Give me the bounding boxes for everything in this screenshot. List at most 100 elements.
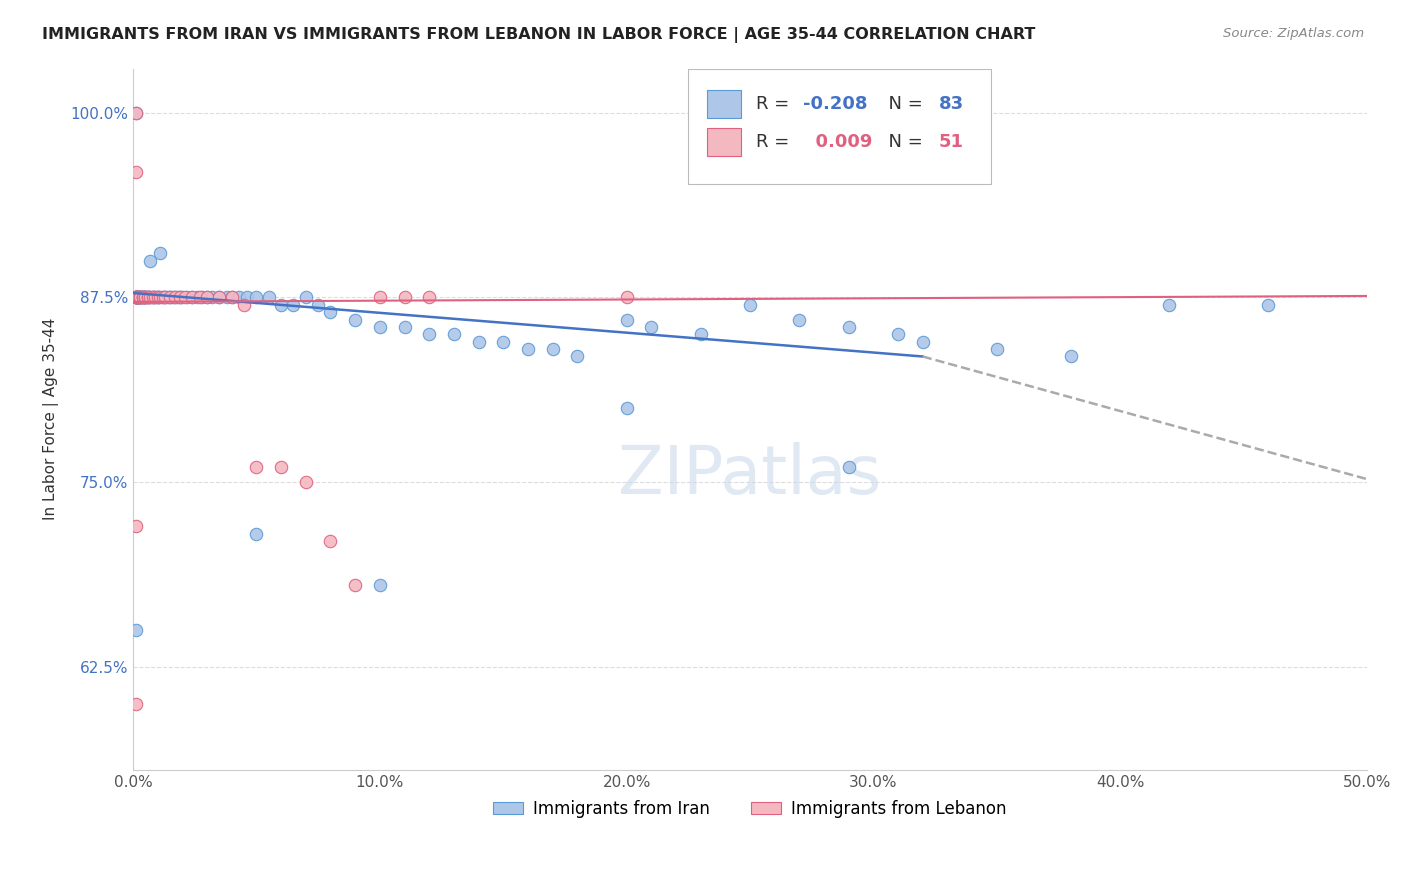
Point [134,290,156,304]
Point [136,290,159,304]
Point [163,290,186,304]
Point [307,298,329,312]
Point [132,290,155,304]
Point [689,327,711,342]
Point [616,290,638,304]
Point [124,290,146,304]
Point [368,290,391,304]
Point [127,290,149,304]
Point [124,290,146,304]
Point [124,623,146,637]
Point [139,253,162,268]
Point [215,290,238,304]
FancyBboxPatch shape [707,128,741,156]
Point [132,290,155,304]
Text: 51: 51 [939,133,963,151]
Point [1159,298,1181,312]
Text: 83: 83 [939,95,965,112]
Point [186,290,208,304]
Point [233,298,256,312]
Text: N =: N = [877,95,928,112]
Point [127,290,149,304]
Point [142,290,165,304]
Point [124,290,146,304]
Point [139,290,162,304]
Point [986,342,1008,356]
Point [127,290,149,304]
Point [159,290,181,304]
Point [344,578,367,592]
Point [127,290,149,304]
Text: IMMIGRANTS FROM IRAN VS IMMIGRANTS FROM LEBANON IN LABOR FORCE | AGE 35-44 CORRE: IMMIGRANTS FROM IRAN VS IMMIGRANTS FROM … [42,27,1036,43]
Point [394,320,416,334]
Point [146,290,169,304]
Point [911,334,934,349]
Point [567,350,589,364]
Point [129,290,152,304]
Point [368,578,391,592]
Point [132,290,155,304]
Point [127,290,149,304]
Point [191,290,214,304]
Point [134,290,156,304]
Point [195,290,218,304]
Text: N =: N = [877,133,928,151]
Point [134,290,156,304]
Point [787,312,810,326]
Point [176,290,198,304]
Point [245,290,267,304]
Point [132,290,155,304]
Point [208,290,231,304]
Point [159,290,181,304]
Point [129,290,152,304]
Point [132,290,155,304]
Point [139,290,162,304]
Point [149,290,172,304]
Point [257,290,280,304]
Text: R =: R = [756,133,796,151]
Point [156,290,179,304]
Point [152,290,174,304]
Point [134,290,156,304]
Point [169,290,191,304]
Point [124,290,146,304]
Point [127,290,149,304]
Point [143,290,166,304]
Point [368,320,391,334]
Point [124,290,146,304]
Point [142,290,165,304]
Point [166,290,188,304]
Point [181,290,204,304]
Point [319,305,342,319]
Point [616,312,638,326]
Point [153,290,176,304]
Point [129,290,152,304]
Point [270,460,292,475]
Point [163,290,186,304]
Point [181,290,204,304]
Text: -0.208: -0.208 [803,95,868,112]
Point [136,290,159,304]
Point [838,460,860,475]
Legend: Immigrants from Iran, Immigrants from Lebanon: Immigrants from Iran, Immigrants from Le… [486,794,1014,825]
Y-axis label: In Labor Force | Age 35-44: In Labor Force | Age 35-44 [44,318,59,520]
Point [838,320,860,334]
Point [127,290,149,304]
Point [245,460,267,475]
Point [129,290,152,304]
Point [146,290,169,304]
Point [143,290,166,304]
Point [162,290,184,304]
Point [887,327,910,342]
Point [235,290,257,304]
FancyBboxPatch shape [689,69,991,185]
Point [124,290,146,304]
Point [124,290,146,304]
Point [394,290,416,304]
Point [319,534,342,549]
Point [124,290,146,304]
Point [124,697,146,711]
Point [467,334,489,349]
Point [270,298,292,312]
Point [132,290,155,304]
